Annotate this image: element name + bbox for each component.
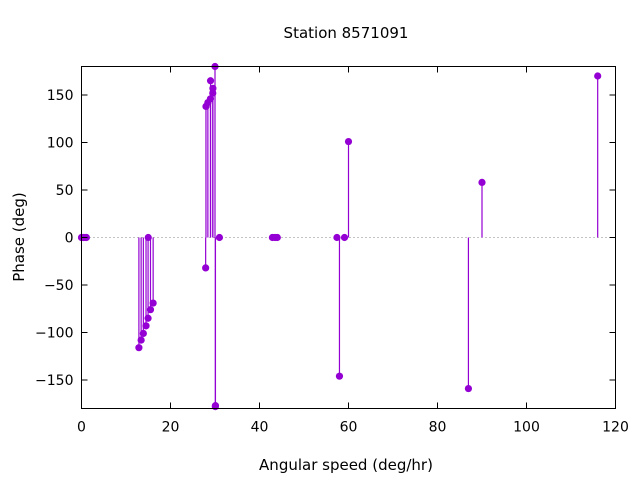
y-tick-label: −100 bbox=[35, 326, 73, 342]
data-point bbox=[464, 384, 473, 393]
x-tick-label: 60 bbox=[340, 420, 358, 436]
plot-area bbox=[77, 62, 616, 411]
x-tick-label: 0 bbox=[77, 420, 86, 436]
data-point bbox=[335, 372, 344, 380]
y-tick-label: 100 bbox=[47, 136, 74, 152]
data-point bbox=[273, 233, 281, 242]
data-point bbox=[340, 233, 349, 242]
x-axis-title: Angular speed (deg/hr) bbox=[259, 456, 433, 474]
chart-title: Station 8571091 bbox=[284, 24, 409, 42]
data-point bbox=[146, 306, 155, 314]
data-point bbox=[142, 322, 150, 330]
axis-ticks: 0 20 40 60 80 100 120 −150 −100 −50 0 50 100 150 bbox=[35, 66, 629, 436]
x-tick-label: 20 bbox=[162, 420, 180, 436]
y-tick-label: −150 bbox=[35, 373, 73, 389]
data-point bbox=[594, 72, 602, 80]
data-point bbox=[206, 77, 215, 85]
x-tick-label: 80 bbox=[429, 420, 447, 436]
data-point bbox=[144, 314, 152, 322]
data-point bbox=[215, 233, 224, 242]
data-point bbox=[211, 403, 219, 411]
data-point bbox=[139, 329, 147, 338]
y-tick-label: 50 bbox=[56, 183, 74, 199]
y-axis-title: Phase (deg) bbox=[10, 192, 28, 282]
data-point bbox=[478, 178, 486, 186]
data-point bbox=[202, 264, 210, 272]
plot-frame bbox=[81, 66, 616, 409]
data-point bbox=[137, 336, 145, 344]
data-point bbox=[149, 299, 157, 307]
x-tick-label: 100 bbox=[513, 420, 540, 436]
x-tick-label: 40 bbox=[251, 420, 269, 436]
x-tick-label: 120 bbox=[602, 420, 629, 436]
y-tick-label: 0 bbox=[65, 231, 74, 247]
data-point bbox=[135, 344, 143, 352]
data-point bbox=[333, 233, 341, 242]
y-tick-label: 150 bbox=[47, 88, 74, 104]
y-tick-label: −50 bbox=[44, 278, 74, 294]
data-point bbox=[344, 137, 353, 146]
